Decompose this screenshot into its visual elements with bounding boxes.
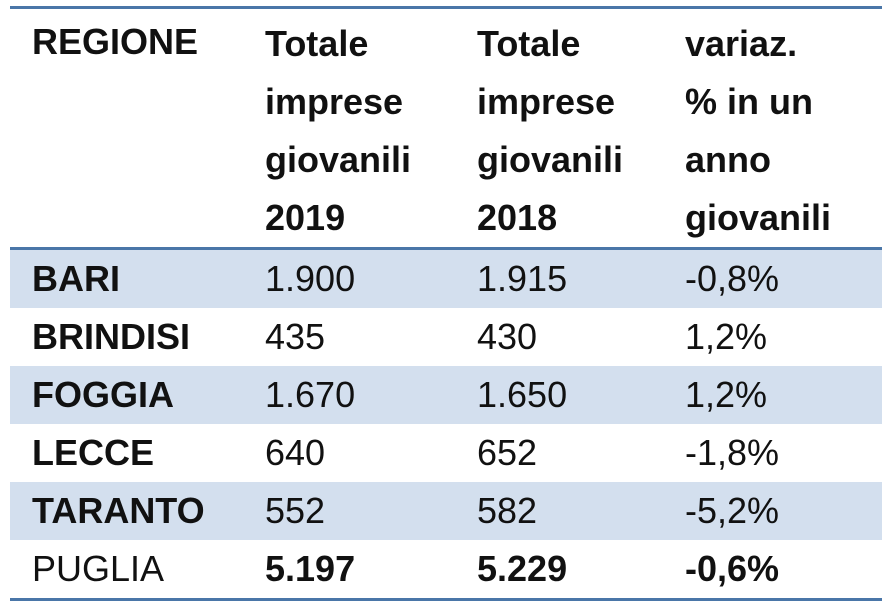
header-line: anno: [685, 139, 771, 180]
header-line: variaz.: [685, 23, 798, 64]
header-line: Totale: [265, 23, 369, 64]
table-row: BARI 1.900 1.915 -0,8%: [10, 248, 882, 308]
cell-variazione: 1,2%: [685, 366, 882, 424]
table-row: BRINDISI 435 430 1,2%: [10, 308, 882, 366]
header-line: giovanili: [685, 197, 832, 238]
cell-totale-2018: 5.229: [477, 548, 568, 589]
cell-variazione: -0,8%: [685, 248, 882, 308]
header-line: % in un: [685, 81, 813, 122]
cell-totale-2018: 582: [477, 482, 685, 540]
header-line: 2019: [265, 197, 346, 238]
cell-totale-2019: 1.900: [265, 248, 477, 308]
cell-totale-2019: 1.670: [265, 366, 477, 424]
cell-totale-2018: 1.915: [477, 248, 685, 308]
cell-totale-2019: 640: [265, 432, 326, 473]
table-row: LECCE 640 652 -1,8%: [10, 424, 882, 482]
header-totale-2018: Totale imprese giovanili 2018: [477, 8, 685, 249]
header-line: REGIONE: [32, 21, 199, 62]
cell-totale-2019: 5.197: [265, 548, 356, 589]
cell-variazione: -0,6%: [685, 548, 780, 589]
table-row: TARANTO 552 582 -5,2%: [10, 482, 882, 540]
header-variazione: variaz. % in un anno giovanili: [685, 8, 882, 249]
table-row: FOGGIA 1.670 1.650 1,2%: [10, 366, 882, 424]
cell-regione: PUGLIA: [32, 548, 165, 589]
cell-variazione: -5,2%: [685, 482, 882, 540]
cell-regione: TARANTO: [10, 482, 265, 540]
cell-variazione: -1,8%: [685, 432, 780, 473]
table-container: REGIONE Totale imprese giovanili 2019 To…: [10, 6, 882, 601]
header-line: imprese: [477, 81, 616, 122]
cell-totale-2019: 552: [265, 482, 477, 540]
cell-totale-2018: 1.650: [477, 366, 685, 424]
cell-regione: BRINDISI: [32, 316, 191, 357]
cell-regione: BARI: [10, 248, 265, 308]
table-body: BARI 1.900 1.915 -0,8% BRINDISI 435 430 …: [10, 248, 882, 600]
cell-totale-2018: 652: [477, 432, 538, 473]
table-header: REGIONE Totale imprese giovanili 2019 To…: [10, 7, 882, 249]
cell-totale-2018: 430: [477, 316, 538, 357]
cell-regione: LECCE: [32, 432, 155, 473]
cell-totale-2019: 435: [265, 316, 326, 357]
header-line: 2018: [477, 197, 558, 238]
header-line: giovanili: [265, 139, 412, 180]
cell-variazione: 1,2%: [685, 316, 768, 357]
imprese-giovanili-table: REGIONE Totale imprese giovanili 2019 To…: [10, 6, 882, 601]
cell-regione: FOGGIA: [10, 366, 265, 424]
header-line: giovanili: [477, 139, 624, 180]
header-totale-2019: Totale imprese giovanili 2019: [265, 8, 477, 249]
header-line: imprese: [265, 81, 404, 122]
header-line: Totale: [477, 23, 581, 64]
header-regione: REGIONE: [10, 8, 265, 249]
header-row: REGIONE Totale imprese giovanili 2019 To…: [10, 7, 882, 249]
